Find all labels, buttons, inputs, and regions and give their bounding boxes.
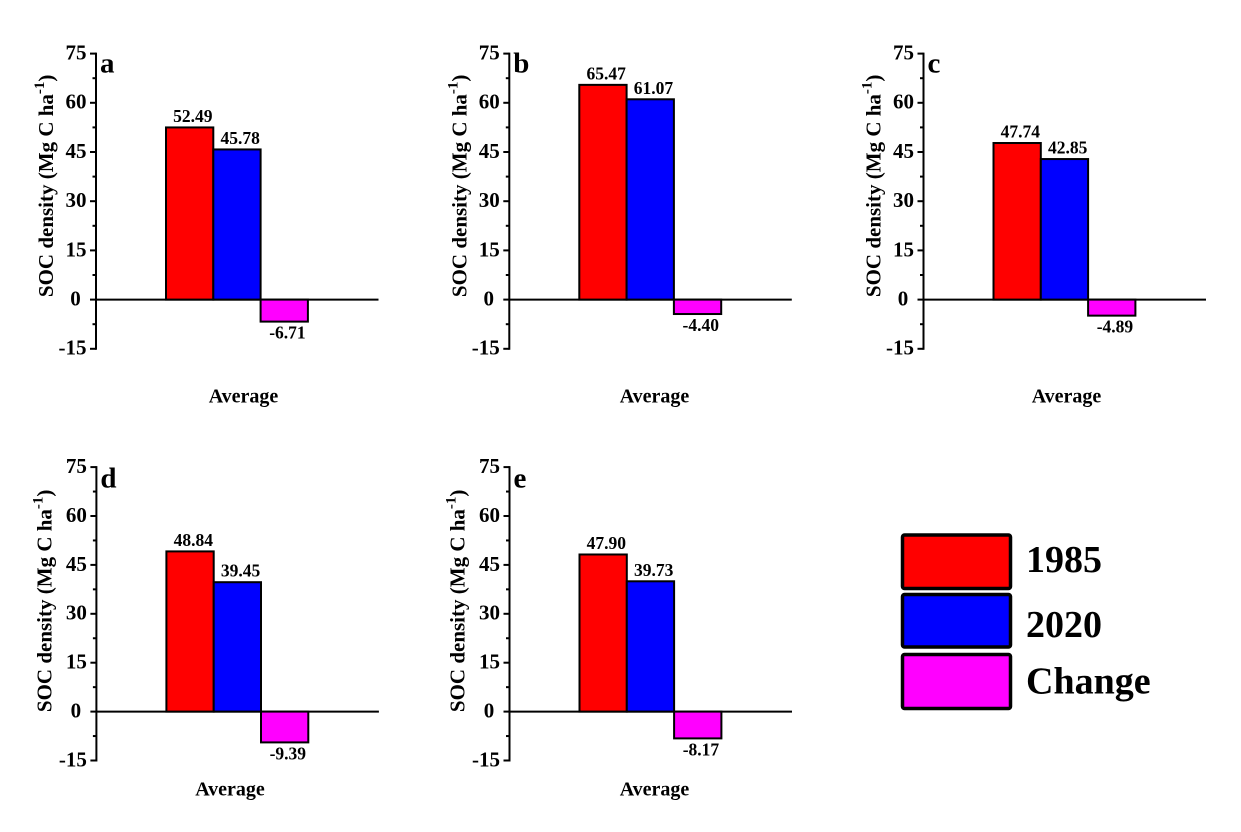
svg-text:0: 0 [71, 699, 82, 723]
svg-text:60: 60 [893, 90, 914, 114]
svg-text:15: 15 [479, 237, 500, 261]
svg-text:60: 60 [479, 503, 500, 527]
svg-text:15: 15 [66, 650, 87, 674]
svg-text:SOC density (Mg C ha-1): SOC density (Mg C ha-1) [860, 75, 886, 298]
svg-text:Change: Change [1026, 661, 1151, 703]
svg-text:-15: -15 [472, 336, 500, 360]
svg-text:45: 45 [479, 139, 500, 163]
svg-text:d: d [100, 463, 116, 495]
svg-text:Average: Average [620, 386, 690, 408]
svg-text:-4.40: -4.40 [683, 315, 720, 335]
svg-text:SOC density (Mg C ha-1): SOC density (Mg C ha-1) [444, 490, 470, 713]
svg-text:30: 30 [66, 188, 87, 212]
svg-text:52.49: 52.49 [173, 106, 213, 126]
svg-text:0: 0 [898, 287, 909, 311]
svg-text:75: 75 [66, 41, 87, 65]
svg-text:SOC density (Mg C ha-1): SOC density (Mg C ha-1) [30, 490, 56, 713]
svg-text:42.85: 42.85 [1048, 138, 1088, 158]
svg-text:48.84: 48.84 [174, 530, 214, 550]
svg-text:45.78: 45.78 [220, 128, 260, 148]
svg-text:45: 45 [893, 139, 914, 163]
svg-text:-9.39: -9.39 [270, 743, 307, 763]
svg-text:-15: -15 [472, 747, 500, 771]
svg-text:30: 30 [893, 188, 914, 212]
svg-text:60: 60 [479, 90, 500, 114]
svg-text:Average: Average [195, 778, 265, 800]
svg-text:-15: -15 [59, 336, 87, 360]
svg-text:45: 45 [66, 139, 87, 163]
svg-text:0: 0 [70, 287, 81, 311]
svg-text:75: 75 [66, 454, 87, 478]
svg-text:a: a [100, 48, 115, 80]
svg-text:30: 30 [479, 601, 500, 625]
svg-text:e: e [514, 463, 527, 495]
svg-text:75: 75 [893, 41, 914, 65]
svg-text:c: c [928, 48, 941, 80]
svg-text:39.45: 39.45 [221, 561, 261, 581]
svg-text:15: 15 [479, 650, 500, 674]
svg-text:-15: -15 [59, 747, 87, 771]
svg-text:2020: 2020 [1026, 604, 1102, 646]
svg-text:47.74: 47.74 [1001, 122, 1041, 142]
svg-text:-8.17: -8.17 [683, 739, 720, 759]
svg-text:b: b [513, 48, 529, 80]
svg-text:30: 30 [479, 188, 500, 212]
svg-text:15: 15 [893, 237, 914, 261]
svg-text:45: 45 [66, 552, 87, 576]
svg-text:Average: Average [1032, 386, 1102, 408]
svg-text:60: 60 [66, 503, 87, 527]
svg-text:SOC density (Mg C ha-1): SOC density (Mg C ha-1) [32, 75, 58, 298]
svg-text:SOC density (Mg C ha-1): SOC density (Mg C ha-1) [445, 75, 471, 298]
svg-text:61.07: 61.07 [634, 78, 674, 98]
svg-text:0: 0 [484, 287, 495, 311]
svg-text:60: 60 [66, 90, 87, 114]
svg-text:0: 0 [484, 699, 495, 723]
svg-text:-6.71: -6.71 [269, 323, 305, 343]
svg-text:47.90: 47.90 [587, 533, 627, 553]
svg-text:Average: Average [209, 386, 279, 408]
svg-text:45: 45 [479, 552, 500, 576]
svg-text:75: 75 [479, 454, 500, 478]
svg-text:1985: 1985 [1026, 539, 1102, 581]
svg-text:-15: -15 [886, 336, 914, 360]
svg-text:65.47: 65.47 [586, 63, 626, 83]
svg-text:30: 30 [66, 601, 87, 625]
svg-text:39.73: 39.73 [634, 560, 674, 580]
svg-text:75: 75 [479, 41, 500, 65]
svg-text:-4.89: -4.89 [1097, 317, 1134, 337]
svg-text:Average: Average [620, 778, 690, 800]
svg-text:15: 15 [66, 237, 87, 261]
